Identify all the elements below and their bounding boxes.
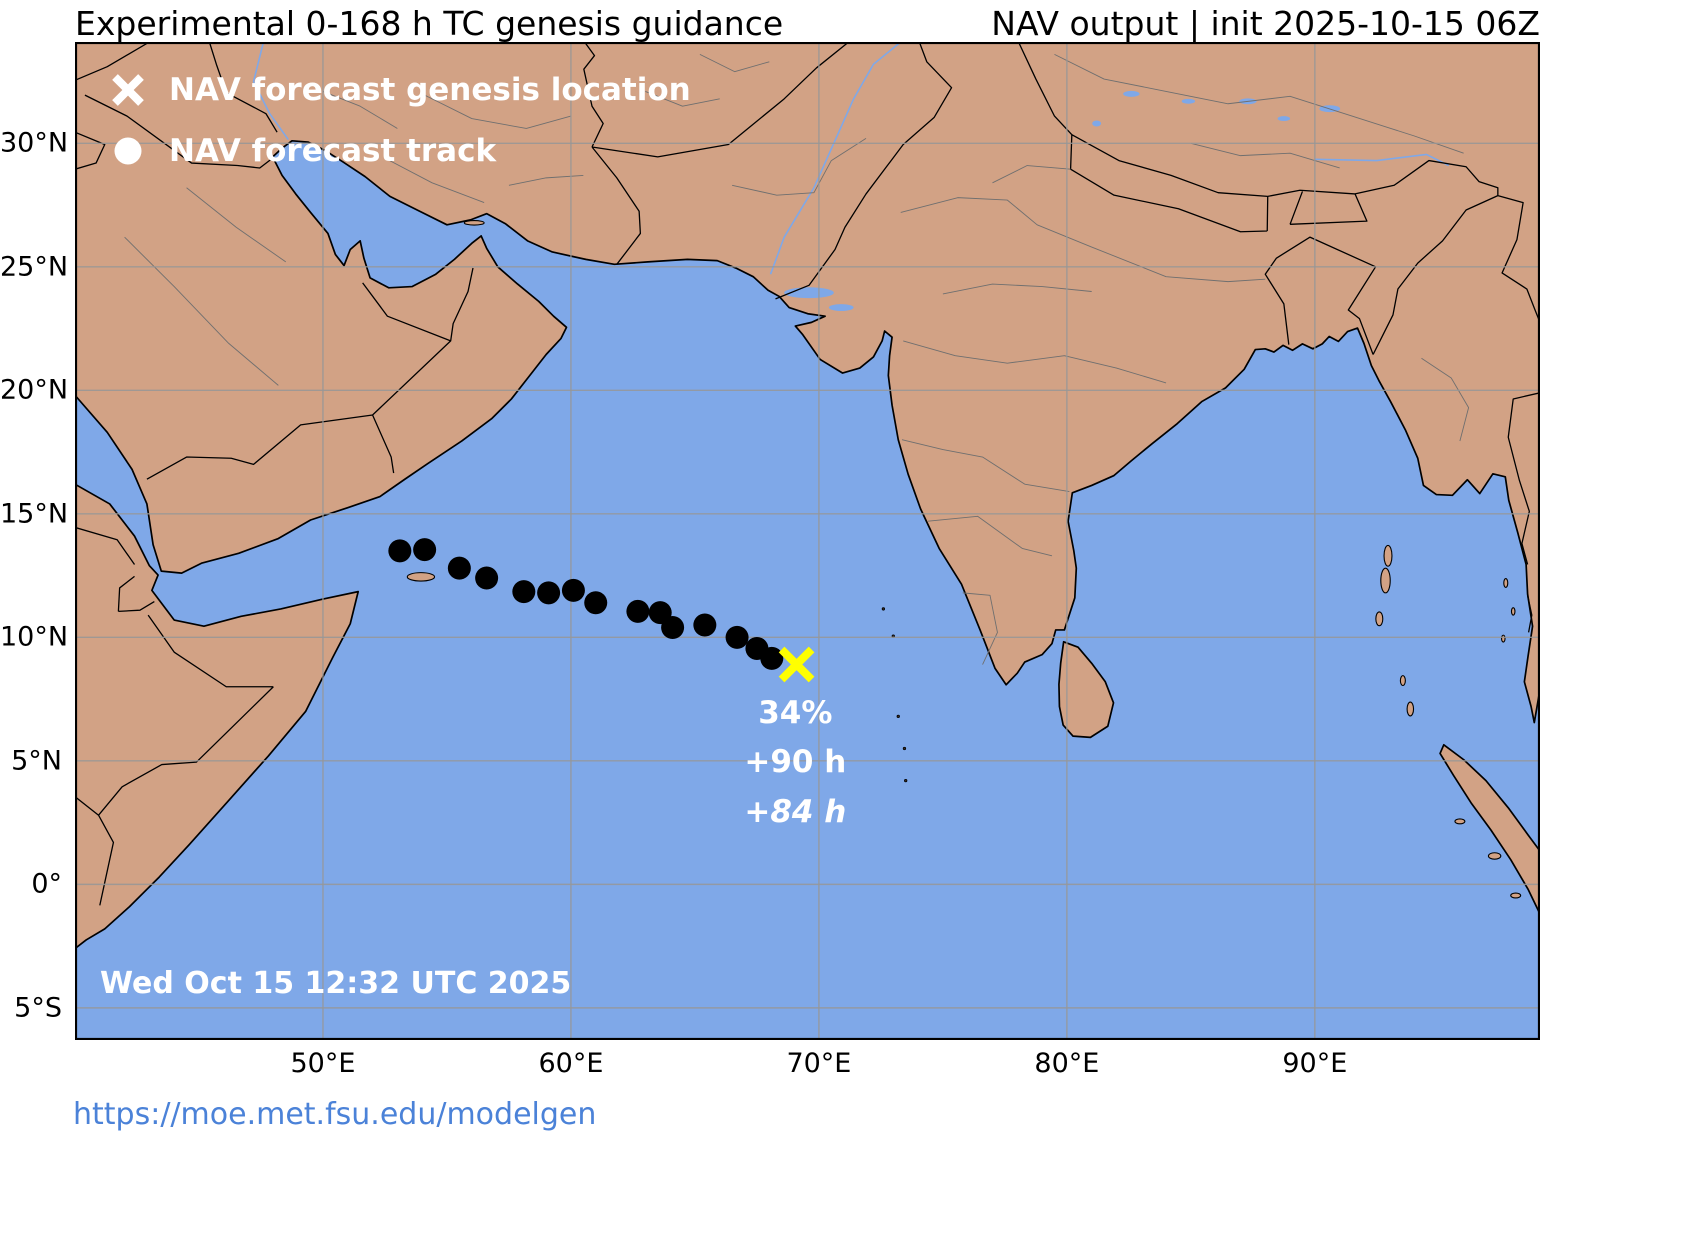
island-nicobar-great	[1407, 702, 1413, 716]
track-dot	[413, 538, 437, 562]
valid-time-label: Wed Oct 15 12:32 UTC 2025	[100, 966, 572, 1001]
geo-layer	[75, 42, 1540, 949]
island-mergui-2	[1511, 608, 1514, 615]
land-africa	[75, 484, 358, 948]
lat-tick-label: 15°N	[0, 498, 69, 530]
map-frame	[75, 42, 1540, 1040]
track-dot-icon	[114, 137, 142, 165]
track-dot	[725, 625, 749, 649]
island-mergui-3	[1502, 635, 1505, 642]
legend-row-genesis: NAV forecast genesis location	[109, 68, 691, 112]
lat-tick-label: 0°	[31, 868, 62, 900]
track-dot	[561, 578, 585, 602]
island-andaman-little	[1376, 612, 1383, 626]
map-annotation: +90 h	[744, 744, 847, 781]
map-legend: NAV forecast genesis location NAV foreca…	[109, 68, 691, 173]
figure-title: Experimental 0-168 h TC genesis guidance	[75, 4, 784, 43]
island-socotra	[407, 573, 434, 581]
lat-tick-label: 25°N	[0, 251, 69, 283]
track-dot	[537, 581, 561, 605]
land-asia	[75, 42, 1540, 723]
river-tigris	[254, 42, 289, 140]
island-sri-lanka	[1059, 642, 1114, 738]
islet-maldives-3	[904, 779, 906, 781]
map-svg	[75, 42, 1540, 1040]
islet-maldives-2	[903, 747, 905, 749]
model-init-label: NAV output | init 2025-10-15 06Z	[991, 4, 1540, 43]
lat-tick-label: 30°N	[0, 127, 69, 159]
track-dot	[388, 539, 412, 563]
islet-maldives-1	[897, 715, 899, 717]
lake-manasarovar	[1092, 120, 1102, 127]
map-annotation: 34%	[758, 694, 833, 731]
island-batu	[1511, 893, 1521, 898]
lat-tick-label: 20°N	[0, 374, 69, 406]
track-dot	[626, 599, 650, 623]
grid-layer	[75, 42, 1540, 1040]
genesis-x-icon	[112, 74, 144, 106]
track-dot	[584, 591, 608, 615]
lon-tick-label: 80°E	[1034, 1048, 1100, 1079]
state-borders	[125, 54, 1469, 664]
map-annotation: +84 h	[744, 793, 847, 830]
lon-tick-label: 60°E	[538, 1048, 604, 1079]
islet-lakshadweep-1	[882, 608, 884, 610]
island-sumatra	[1440, 745, 1540, 914]
country-borders-arabia	[75, 42, 473, 479]
island-andaman-north	[1384, 545, 1392, 566]
track-dot	[475, 566, 499, 590]
map-area: NAV forecast genesis location NAV foreca…	[75, 42, 1540, 1040]
lon-tick-label: 70°E	[786, 1048, 852, 1079]
lat-tick-label: 5°S	[14, 992, 62, 1024]
lake-tibet-2	[1181, 98, 1196, 104]
country-borders-himalaya-east	[1071, 135, 1540, 633]
island-andaman-mid	[1381, 568, 1390, 593]
island-mergui-1	[1504, 579, 1508, 588]
lat-tick-label: 10°N	[0, 621, 69, 653]
island-simeulue	[1455, 819, 1465, 824]
island-nias	[1488, 853, 1500, 859]
country-borders-iran-pak-india	[209, 42, 1071, 299]
island-nicobar-north	[1400, 676, 1405, 686]
track-dot	[693, 613, 717, 637]
legend-genesis-label: NAV forecast genesis location	[169, 72, 691, 108]
track-dot	[447, 556, 471, 580]
little-rann	[828, 304, 854, 312]
lon-tick-label: 50°E	[290, 1048, 356, 1079]
lat-tick-label: 5°N	[11, 745, 62, 777]
track-dot	[661, 615, 685, 639]
legend-row-track: NAV forecast track	[109, 129, 691, 173]
source-url-link[interactable]: https://moe.met.fsu.edu/modelgen	[73, 1097, 597, 1132]
track-dot	[760, 646, 784, 670]
legend-track-label: NAV forecast track	[169, 133, 497, 169]
lon-tick-label: 90°E	[1282, 1048, 1348, 1079]
lake-tibet-4	[1277, 116, 1291, 122]
lake-tibet-1	[1123, 90, 1140, 97]
island-qeshm	[464, 221, 484, 225]
river-tsangpo	[1315, 154, 1449, 165]
track-layer	[388, 538, 815, 683]
track-dot	[512, 580, 536, 604]
country-borders-africa	[75, 527, 273, 905]
genesis-x-marker	[778, 646, 815, 683]
